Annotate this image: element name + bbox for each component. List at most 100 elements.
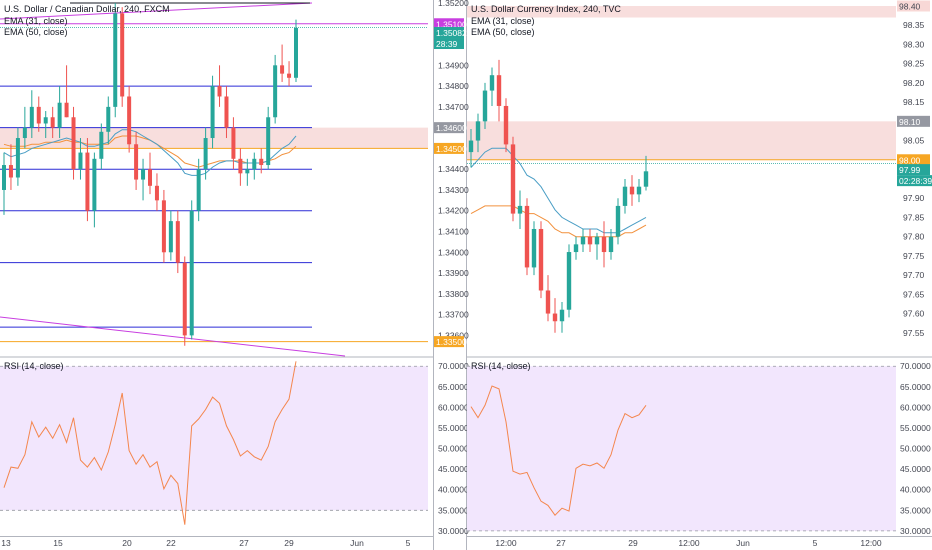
dxy-candle-body [496,75,502,106]
dxy-resistance-zone [467,121,896,160]
usdcad-candle-body [252,158,257,170]
dxy-ema-slow-label: EMA (50, close) [471,27,535,37]
dxy-top-price-tag-bg [897,0,930,12]
usdcad-candle-body [294,27,298,78]
dxy-candle-body [587,236,593,245]
dxy-rsi-tick: 55.0000 [900,423,931,433]
dxy-candle-body [601,236,607,253]
dxy-price-axis[interactable]: 98.40 98.35 98.30 98.25 98.20 98.15 98.10 98.05… [897,0,932,338]
usdcad-candle [92,152,97,228]
usdcad-candle-body [2,165,6,190]
dxy-candle [531,221,537,276]
usdcad-orange-price-tag: 1.34500 [434,142,467,154]
dxy-price-tick: 97.85 [903,212,925,222]
usdcad-countdown-tag-text: 28:39 [436,39,458,49]
dxy-time-tick: 29 [628,538,638,548]
usdcad-price-tick: 1.35200 [438,0,469,8]
usdcad-rsi-tick: 30.0000 [438,526,469,536]
usdcad-candle-body [8,165,13,178]
usdcad-candle-body [287,73,292,78]
dxy-rsi-tick: 50.0000 [900,444,931,454]
usdcad-price-tick: 1.34100 [438,227,469,237]
usdcad-candle-body [99,131,104,159]
usdcad-candle [203,127,208,180]
usdcad-candle [168,210,173,261]
usdcad-candle-body [15,138,20,178]
dxy-orange-price-tag-text: 98.00 [899,155,921,165]
dxy-candle [566,244,572,318]
usdcad-gray-price-tag: 1.34600 [434,122,467,134]
usdcad-current-price-tag-bg [434,27,464,39]
dxy-price-tick: 97.75 [903,251,925,261]
usdcad-price-tick: 1.34000 [438,247,469,257]
usdcad-candle-body [224,96,229,128]
usdcad-candle [57,86,62,139]
dxy-price-tick: 98.05 [903,136,925,146]
usdcad-candle [280,44,285,82]
dxy-candle-body [545,290,551,314]
dxy-gray-price-tag-text: 98.10 [899,117,921,127]
dxy-candle-body [559,309,565,322]
dxy-price-tick: 98.15 [903,97,925,107]
dxy-time-tick: 12:00 [678,538,700,548]
usdcad-candle-body [189,210,194,336]
usdcad-price-axis[interactable]: 1.35200 1.34900 1.34800 1.34700 1.34400 1.343… [434,0,469,348]
usdcad-candle-body [238,158,243,174]
usdcad-current-price-tag-text: 1.35082 [436,28,467,38]
dxy-candle-body [475,121,481,141]
dxy-price-tick: 97.70 [903,270,925,280]
usdcad-candle-body [134,144,139,180]
usdcad-candle-body [120,13,125,97]
dxy-rsi-tick: 35.0000 [900,505,931,515]
dxy-countdown-tag-text: 02:28:39 [899,176,932,186]
dxy-candle [580,228,586,253]
usdcad-price-tick: 1.33900 [438,268,469,278]
dxy-rsi-tick: 45.0000 [900,464,931,474]
dxy-gray-price-tag: 98.10 [897,115,930,127]
usdcad-candle [273,54,278,124]
usdcad-candle-body [148,169,152,186]
usdcad-time-tick: 13 [1,538,11,548]
usdcad-candle [231,117,236,170]
dxy-candle [615,198,621,245]
dxy-panel[interactable]: 70.0000 65.0000 60.0000 55.0000 50.0000 45.00… [467,0,932,549]
usdcad-candle-body [57,102,62,128]
dxy-candle-body [489,75,495,91]
usdcad-candle [175,210,180,274]
usdcad-countdown-tag: 28:39 [434,38,464,50]
usdcad-rsi-band [0,366,428,511]
dxy-candle [489,67,495,106]
dxy-time-tick: 12:00 [860,538,882,548]
usdcad-candle [217,65,222,107]
dxy-title: U.S. Dollar Currency Index, 240, TVC [471,4,621,14]
dxy-candles [468,59,649,333]
usdcad-rsi-tick: 55.0000 [438,423,469,433]
dxy-countdown-tag: 02:28:39 [897,175,932,187]
usdcad-candle-body [78,152,83,170]
usdcad-candle [22,106,27,149]
dxy-orange-price-tag: 98.00 [897,154,930,166]
dxy-price-tick: 97.60 [903,309,925,319]
usdcad-candle-body [141,169,146,180]
dxy-rsi-tick: 40.0000 [900,485,931,495]
usdcad-candle [36,96,41,132]
dxy-price-tick: 98.20 [903,78,925,88]
usdcad-candle-body [175,221,180,263]
usdcad-price-tick: 1.33800 [438,289,469,299]
usdcad-rsi-pane: 70.0000 65.0000 60.0000 55.0000 50.0000 45.00… [0,356,469,536]
usdcad-panel[interactable]: 70.0000 65.0000 60.0000 55.0000 50.0000 45.00… [0,0,469,548]
dxy-price-tick: 97.65 [903,289,925,299]
usdcad-candle [141,158,146,201]
usdcad-bottom-price-tag-bg [434,336,464,348]
dxy-candle [468,129,474,168]
dxy-candle [496,59,502,122]
dxy-price-tick: 98.30 [903,39,925,49]
dxy-candle-body [594,236,600,245]
usdcad-rsi-tick: 35.0000 [438,505,469,515]
usdcad-time-tick: Jun [350,538,364,548]
dxy-ema-fast-label: EMA (31, close) [471,16,535,26]
usdcad-candle [113,3,118,118]
dxy-candle-body [503,105,509,145]
usdcad-bottom-price-tag-text: 1.33500 [436,337,467,347]
dxy-rsi-band [467,366,896,531]
